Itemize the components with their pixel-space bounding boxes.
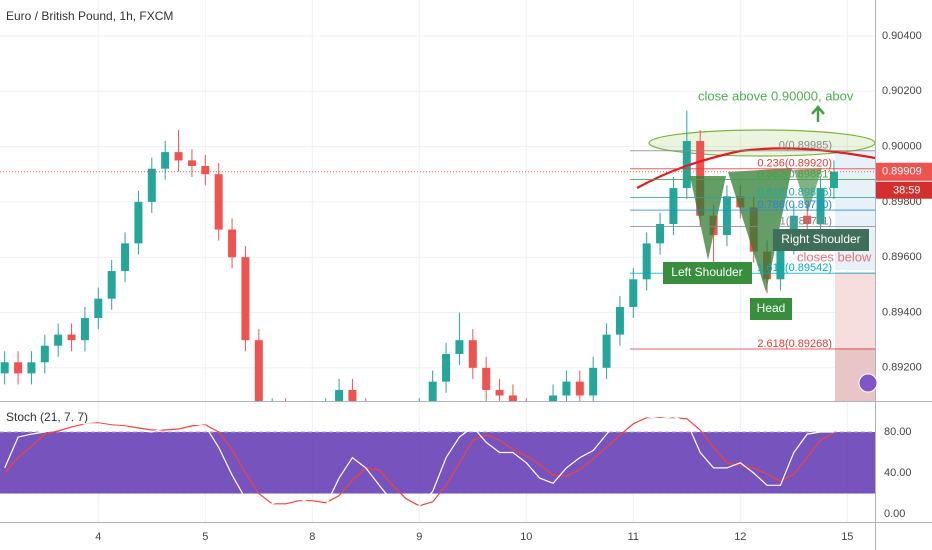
- candle-body: [669, 188, 678, 225]
- fib-label: 0(0.89985): [779, 140, 832, 152]
- candle-body: [14, 362, 23, 374]
- candle-body: [428, 381, 437, 401]
- annotation: close above 0.90000, abov: [698, 88, 854, 103]
- x-tick-label: 9: [416, 531, 422, 543]
- candle-body: [348, 389, 357, 401]
- candle-body: [468, 340, 477, 368]
- candle-body: [228, 229, 237, 258]
- x-tick-label: 10: [520, 531, 532, 543]
- candle-body: [121, 243, 130, 272]
- y-tick-label: 0.89600: [882, 251, 922, 263]
- candle-body: [508, 395, 517, 401]
- fib-label: 1(0.89711): [780, 215, 832, 227]
- candle-body: [776, 243, 785, 280]
- stoch-background: [0, 431, 875, 495]
- candle-body: [40, 345, 49, 363]
- candle-body: [656, 224, 665, 244]
- fib-label: 1.618(0.89542): [757, 262, 832, 274]
- annotation: Left Shoulder: [671, 265, 742, 279]
- candle-body: [495, 389, 504, 396]
- chart-title: Euro / British Pound, 1h, FXCM: [6, 9, 173, 23]
- y-tick-label: 0.89800: [882, 196, 922, 208]
- arrow-up: [811, 105, 825, 122]
- fib-label: 0.382(0.89881): [757, 168, 832, 180]
- y-tick-label: 0.89200: [882, 362, 922, 374]
- x-tick-label: 4: [95, 531, 101, 543]
- candle-body: [80, 318, 89, 341]
- candle-body: [174, 152, 183, 161]
- x-tick-label: 5: [202, 531, 208, 543]
- candle-body: [803, 215, 812, 225]
- candle-body: [0, 362, 9, 374]
- candle-body: [187, 160, 196, 166]
- y-tick-label: 0.89400: [882, 306, 922, 318]
- candle-body: [722, 196, 731, 236]
- candle-body: [575, 381, 584, 396]
- stoch-title: Stoch (21, 7, 7): [6, 410, 88, 424]
- y-tick-label: 0.90000: [882, 140, 922, 152]
- stoch-lines: [4, 416, 835, 510]
- stoch-k-line: [4, 416, 834, 510]
- candle-body: [482, 367, 491, 390]
- x-tick-label: 8: [309, 531, 315, 543]
- fib-label: 0.618(0.89816): [757, 186, 832, 198]
- candle-body: [67, 334, 76, 341]
- annotation: Head: [757, 301, 786, 315]
- candle-body: [214, 174, 223, 230]
- candle-body: [335, 389, 344, 401]
- label-box: [750, 298, 792, 320]
- annotations: close above 0.90000, abov Left Shoulder …: [6, 9, 872, 424]
- y-tick-label: 40.00: [884, 467, 912, 479]
- candle-body: [816, 188, 825, 225]
- fib-label: 0.786(0.89770): [757, 199, 832, 211]
- candle-body: [134, 201, 143, 244]
- candle-body: [254, 340, 263, 401]
- y-tick-label: 0.00: [884, 508, 905, 520]
- x-tick-label: 12: [734, 531, 746, 543]
- y-tick-label: 0.90200: [882, 85, 922, 97]
- price-badge-label: 0.89909: [882, 166, 922, 178]
- candle-body: [562, 381, 571, 396]
- icon[interactable]: [858, 373, 878, 393]
- candle-body: [629, 279, 638, 307]
- candle-body: [455, 340, 464, 354]
- candle-body: [54, 334, 63, 346]
- countdown-badge: [876, 181, 932, 199]
- candle-body: [442, 353, 451, 382]
- fib-label: 0.236(0.89920): [757, 158, 832, 170]
- label-box: [773, 229, 869, 251]
- annotation: Right Shoulder: [781, 232, 860, 246]
- annotation: closes below: [797, 249, 872, 264]
- head-shape: [728, 168, 792, 292]
- fib-retracement: 0(0.89985) 0.236(0.89920)0.382(0.89881) 0.…: [0, 140, 875, 350]
- candle-body: [241, 257, 250, 341]
- candle-body: [642, 243, 651, 280]
- x-tick-label: 15: [841, 531, 853, 543]
- candle-body: [161, 152, 170, 169]
- fib-label: 2.618(0.89268): [757, 338, 832, 350]
- candle-body: [682, 141, 691, 189]
- candle-body: [602, 334, 611, 368]
- candle-body: [107, 271, 116, 299]
- x-tick-label: 11: [628, 531, 639, 543]
- candle-body: [27, 362, 36, 374]
- candle-body: [201, 165, 210, 175]
- countdown-label: 38:59: [893, 185, 921, 197]
- label-box: [663, 262, 752, 284]
- price-badge: [876, 162, 932, 181]
- stoch-band: [0, 432, 875, 494]
- candle-body: [94, 298, 103, 319]
- y-tick-label: 80.00: [884, 426, 912, 438]
- candle-body: [147, 168, 156, 202]
- candle-body: [589, 367, 598, 396]
- y-tick-label: 0.90400: [882, 30, 922, 42]
- fib-zone: [835, 272, 875, 348]
- candle-body: [615, 306, 624, 335]
- candle-body: [549, 395, 558, 401]
